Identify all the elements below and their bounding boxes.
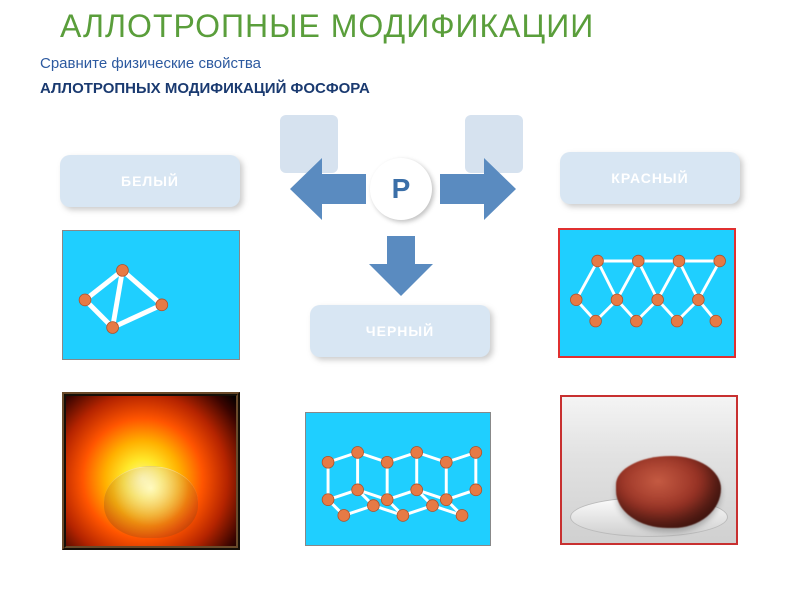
subtitle-line-1: Сравните физические свойства — [40, 55, 261, 72]
red-powder — [616, 456, 721, 528]
panel-red-sample — [560, 395, 738, 545]
arrow-right-icon — [440, 152, 518, 226]
black-structure-svg — [306, 413, 490, 545]
arrow-left-icon — [288, 152, 366, 226]
element-symbol: P — [370, 158, 432, 220]
arrow-down-icon — [365, 236, 437, 298]
label-black: ЧЕРНЫЙ — [310, 305, 490, 357]
panel-white-structure — [62, 230, 240, 360]
label-white: БЕЛЫЙ — [60, 155, 240, 207]
subtitle-line-2: АЛЛОТРОПНЫХ МОДИФИКАЦИЙ ФОСФОРА — [40, 80, 370, 97]
panel-fire — [62, 392, 240, 550]
fire-flask-shape — [104, 466, 198, 538]
white-structure-svg — [63, 231, 239, 359]
label-red: КРАСНЫЙ — [560, 152, 740, 204]
panel-red-structure — [558, 228, 736, 358]
page-title: АЛЛОТРОПНЫЕ МОДИФИКАЦИИ — [60, 8, 594, 45]
red-structure-svg — [560, 230, 734, 356]
panel-black-structure — [305, 412, 491, 546]
